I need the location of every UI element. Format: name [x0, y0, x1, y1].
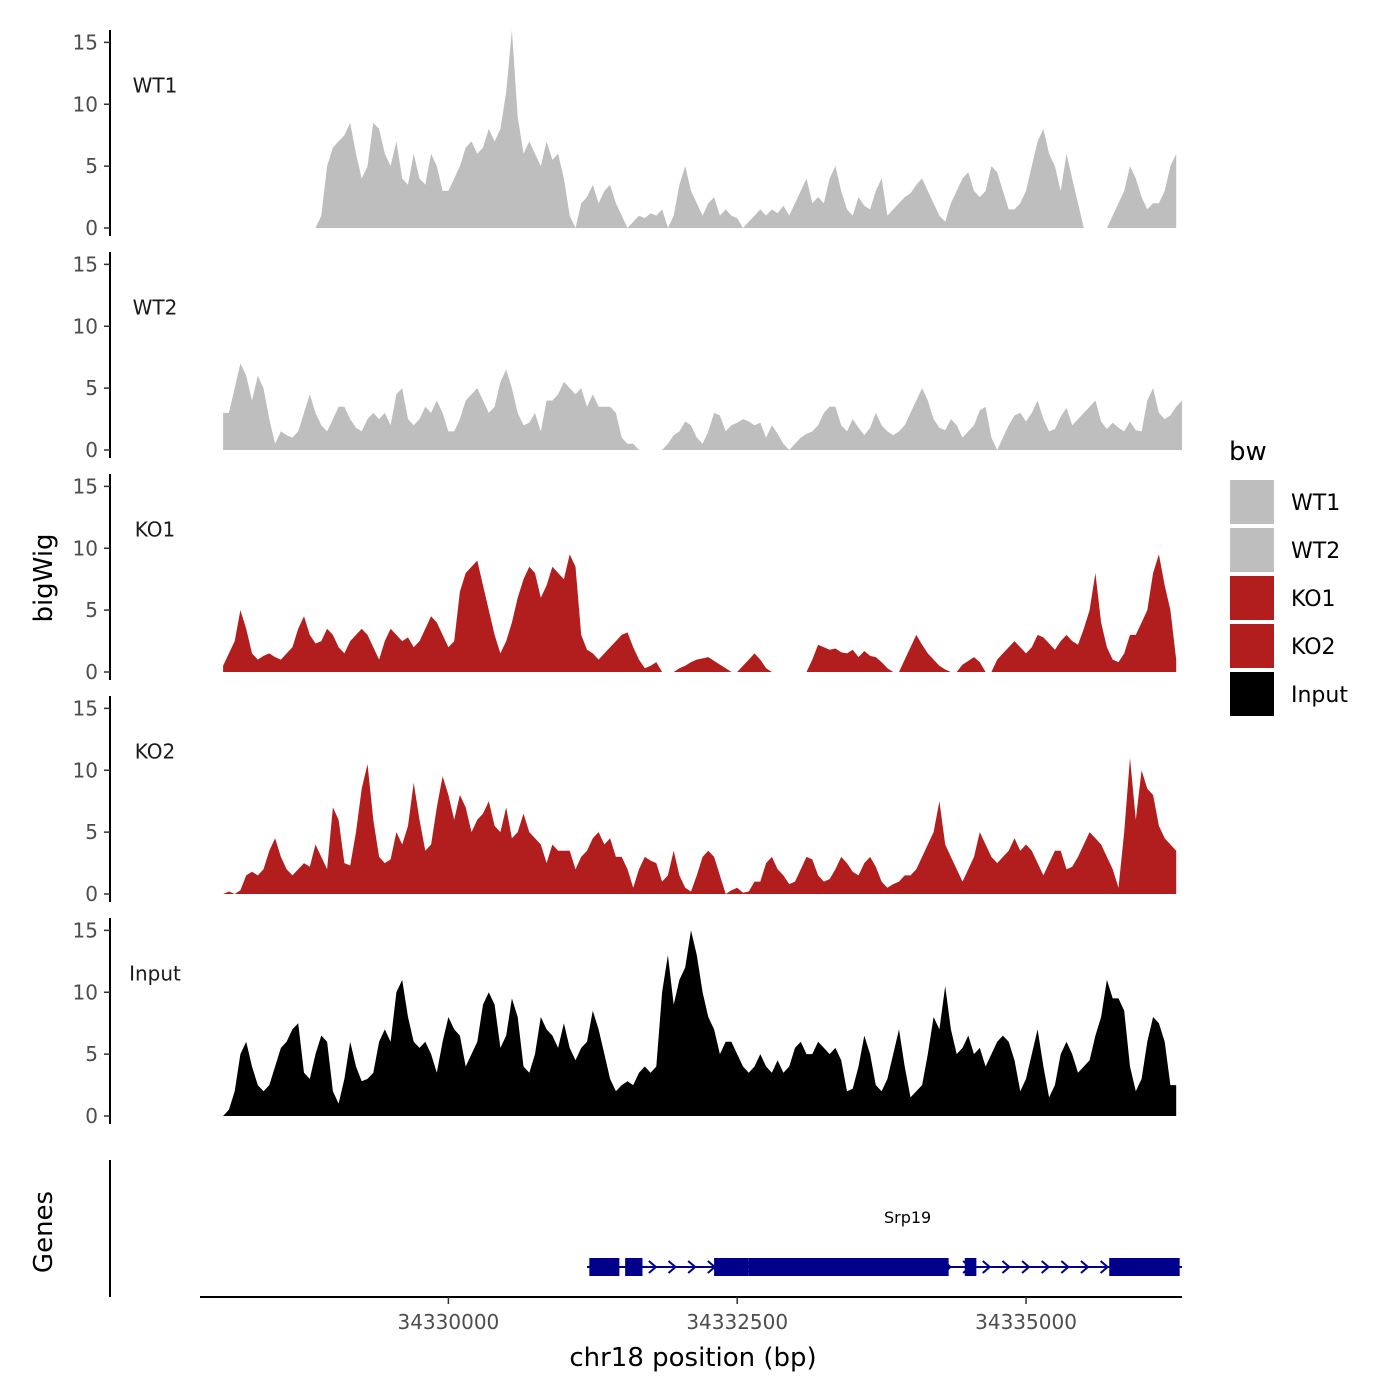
y-tick-label: 10 — [73, 314, 98, 338]
coverage-area-ko1-1 — [673, 653, 772, 672]
legend-key-input — [1230, 672, 1274, 716]
coverage-area-wt2-0 — [223, 363, 645, 450]
gene-exon — [1109, 1258, 1180, 1276]
gene-exon — [748, 1258, 949, 1276]
y-tick-label: 0 — [85, 1104, 98, 1128]
panel-label: KO2 — [135, 740, 176, 764]
legend-key-ko2 — [1230, 624, 1274, 668]
legend-key-ko1 — [1230, 576, 1274, 620]
strand-arrow-icon — [1021, 1260, 1031, 1274]
strand-arrow-icon — [648, 1260, 658, 1274]
gene-exon — [714, 1258, 749, 1276]
y-tick-label: 5 — [85, 820, 98, 844]
strand-arrow-icon — [982, 1260, 992, 1274]
panel-wt2: 0 5 10 15 WT2 — [73, 252, 1182, 462]
y-tick-label: 5 — [85, 1042, 98, 1066]
y-tick-label: 15 — [73, 474, 98, 498]
coverage-area-ko1-3 — [991, 554, 1177, 672]
y-tick-label: 10 — [73, 980, 98, 1004]
panel-input: 0 5 10 15 Input — [73, 918, 1177, 1128]
legend-label-ko2: KO2 — [1291, 635, 1336, 660]
panel-label: Input — [129, 962, 181, 986]
coverage-area-ko1-0 — [223, 554, 668, 672]
coverage-area-input-0 — [223, 930, 1177, 1116]
x-axis-title: chr18 position (bp) — [569, 1343, 816, 1373]
legend: bw WT1 WT2 KO1 KO2 Input — [1229, 437, 1348, 716]
coverage-area-wt1-0 — [315, 30, 1084, 228]
y-tick-label: 15 — [73, 696, 98, 720]
panel-label: KO1 — [135, 518, 176, 542]
coverage-area-wt1-1 — [1106, 153, 1177, 228]
x-tick-label: 34335000 — [975, 1310, 1077, 1334]
strand-arrow-icon — [1099, 1260, 1110, 1274]
y-tick-label: 0 — [85, 882, 98, 906]
panel-ko1: 0 5 10 15 KO1 — [73, 474, 1177, 684]
strand-arrow-icon — [1001, 1260, 1011, 1274]
coverage-panels: 0 5 10 15 WT1 0 5 10 15 WT2 0 5 10 15 KO1 0 5 10 15 KO2 0 5 10… — [73, 30, 1182, 1128]
y-tick-label: 5 — [85, 154, 98, 178]
gene-track-title: Genes — [29, 1191, 59, 1273]
y-axis-title: bigWig — [29, 533, 59, 622]
y-tick-label: 0 — [85, 660, 98, 684]
panel-label: WT1 — [133, 74, 178, 98]
panel-wt1: 0 5 10 15 WT1 — [73, 30, 1177, 240]
y-tick-label: 5 — [85, 598, 98, 622]
gene-track: Srp19 — [109, 1160, 1182, 1297]
y-tick-label: 0 — [85, 438, 98, 462]
legend-title: bw — [1229, 437, 1267, 467]
strand-arrow-icon — [1080, 1260, 1090, 1274]
legend-key-wt2 — [1230, 528, 1274, 572]
gene-exon — [625, 1258, 643, 1276]
coverage-area-wt2-1 — [662, 388, 1182, 450]
gene-name-label: Srp19 — [884, 1208, 931, 1227]
x-tick-label: 34332500 — [686, 1310, 788, 1334]
y-tick-label: 0 — [85, 216, 98, 240]
coverage-area-ko2-0 — [223, 757, 1177, 894]
y-tick-label: 5 — [85, 376, 98, 400]
y-tick-label: 10 — [73, 758, 98, 782]
panel-ko2: 0 5 10 15 KO2 — [73, 696, 1177, 906]
legend-key-wt1 — [1230, 480, 1274, 524]
y-tick-label: 10 — [73, 92, 98, 116]
y-tick-label: 15 — [73, 30, 98, 54]
y-tick-label: 15 — [73, 918, 98, 942]
strand-arrow-icon — [1041, 1260, 1051, 1274]
legend-label-input: Input — [1291, 683, 1348, 708]
y-tick-label: 15 — [73, 252, 98, 276]
x-tick-label: 34330000 — [397, 1310, 499, 1334]
coverage-area-ko1-2 — [806, 634, 986, 672]
x-axis: 34330000 34332500 34335000 — [200, 1296, 1182, 1334]
y-tick-label: 10 — [73, 536, 98, 560]
panel-label: WT2 — [133, 296, 178, 320]
legend-label-ko1: KO1 — [1291, 587, 1336, 612]
legend-label-wt2: WT2 — [1291, 539, 1340, 564]
gene-exon — [964, 1258, 977, 1276]
strand-arrow-icon — [1060, 1260, 1070, 1274]
gene-exon — [589, 1258, 620, 1276]
strand-arrow-icon — [687, 1260, 697, 1274]
strand-arrow-icon — [667, 1260, 678, 1274]
legend-label-wt1: WT1 — [1291, 491, 1340, 516]
